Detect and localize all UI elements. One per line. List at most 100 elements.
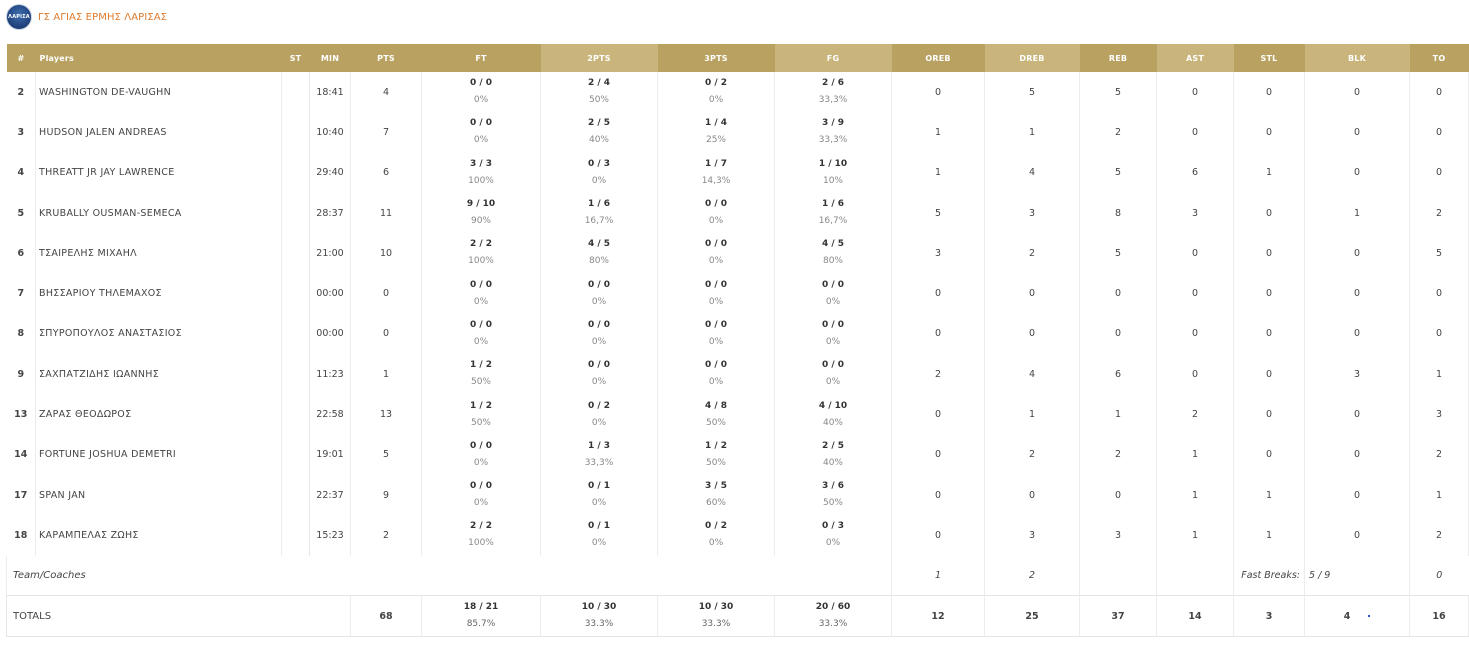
player-fg: 0 / 3 0%	[774, 515, 892, 556]
player-dreb: 0	[984, 313, 1080, 355]
player-2pts-pct: 0%	[591, 175, 607, 186]
player-2pts: 1 / 3 33,3%	[540, 434, 658, 475]
player-fg-pct: 40%	[822, 417, 843, 428]
player-fg-made: 1 / 10	[818, 158, 848, 169]
table-row: 7 ΒΗΣΣΑΡΙΟΥ ΤΗΛΕΜΑΧΟΣ 00:00 0 0 / 0 0% 0 / 0 0%…	[7, 273, 1469, 314]
player-ft-made: 9 / 10	[466, 199, 496, 210]
totals-3pts: 10 / 30 33.3%	[657, 595, 775, 637]
player-ast: 0	[1156, 273, 1234, 314]
totals-fg: 20 / 60 33.3%	[774, 595, 892, 637]
player-number: 13	[14, 409, 28, 421]
fast-breaks-label: Fast Breaks:	[1233, 555, 1305, 597]
player-starter	[281, 112, 310, 153]
player-3pts: 1 / 4 25%	[657, 112, 775, 153]
player-number: 14	[14, 449, 28, 461]
player-2pts-made: 0 / 1	[587, 521, 611, 532]
player-dreb: 5	[984, 72, 1080, 113]
player-points: 6	[350, 152, 422, 193]
player-2pts: 0 / 0 0%	[540, 273, 658, 314]
player-oreb: 0	[891, 72, 985, 113]
player-name[interactable]: ΖΑΡΑΣ ΘΕΟΔΩΡΟΣ	[35, 394, 282, 435]
player-points: 1	[350, 354, 422, 395]
player-fg-made: 0 / 0	[821, 319, 845, 330]
player-2pts-made: 0 / 0	[587, 360, 611, 371]
player-ft: 0 / 0 0%	[421, 112, 541, 153]
team-name[interactable]: ΓΣ ΑΓΙΑΣ ΕΡΜΗΣ ΛΑΡΙΣΑΣ	[38, 11, 168, 23]
player-fg-pct: 40%	[822, 457, 843, 468]
player-minutes: 22:37	[309, 474, 351, 516]
player-name[interactable]: ΒΗΣΣΑΡΙΟΥ ΤΗΛΕΜΑΧΟΣ	[35, 273, 282, 314]
player-name[interactable]: SPAN JAN	[35, 474, 282, 516]
player-points: 9	[350, 474, 422, 516]
player-ft-pct: 0%	[473, 95, 489, 106]
player-blk: 0	[1304, 152, 1410, 193]
player-to: 2	[1409, 192, 1469, 234]
team-reb	[1079, 555, 1157, 597]
player-fg-pct: 0%	[825, 296, 841, 307]
player-ft-pct: 0%	[473, 457, 489, 468]
player-name[interactable]: FORTUNE JOSHUA DEMETRI	[35, 434, 282, 475]
player-reb: 5	[1079, 152, 1157, 193]
player-3pts: 0 / 0 0%	[657, 313, 775, 355]
player-ft-made: 0 / 0	[469, 279, 493, 290]
player-fg: 0 / 0 0%	[774, 273, 892, 314]
player-ft: 9 / 10 90%	[421, 192, 541, 234]
player-name[interactable]: KRUBALLY OUSMAN-SEMECA	[35, 192, 282, 234]
totals-pts: 68	[350, 595, 422, 637]
player-reb: 0	[1079, 273, 1157, 314]
player-fg-made: 0 / 3	[821, 521, 845, 532]
player-minutes: 11:23	[309, 354, 351, 395]
player-stl: 0	[1233, 394, 1305, 435]
player-oreb: 0	[891, 273, 985, 314]
player-dreb: 3	[984, 515, 1080, 556]
player-points: 5	[350, 434, 422, 475]
player-name[interactable]: ΚΑΡΑΜΠΕΛΑΣ ΖΩΗΣ	[35, 515, 282, 556]
player-number: 7	[17, 288, 25, 300]
player-points: 2	[350, 515, 422, 556]
totals-2pts: 10 / 30 33.3%	[540, 595, 658, 637]
player-reb: 3	[1079, 515, 1157, 556]
player-reb: 5	[1079, 233, 1157, 274]
player-fg: 0 / 0 0%	[774, 354, 892, 395]
fast-breaks-value: 5 / 9	[1304, 555, 1410, 597]
player-to: 1	[1409, 354, 1469, 395]
player-ft-made: 0 / 0	[469, 319, 493, 330]
player-3pts: 0 / 2 0%	[657, 72, 775, 113]
player-name[interactable]: HUDSON JALEN ANDREAS	[35, 112, 282, 153]
totals-row: TOTALS 68 18 / 21 85.7% 10 / 30 33.3% 10 /…	[6, 595, 1469, 637]
player-starter	[281, 394, 310, 435]
player-oreb: 2	[891, 354, 985, 395]
player-stl: 0	[1233, 233, 1305, 274]
player-2pts-pct: 0%	[591, 296, 607, 307]
player-2pts-made: 2 / 4	[587, 78, 611, 89]
player-name[interactable]: ΣΑΧΠΑΤΖΙΔΗΣ ΙΩΑΝΝΗΣ	[35, 354, 282, 395]
player-name[interactable]: THREATT JR JAY LAWRENCE	[35, 152, 282, 193]
player-oreb: 0	[891, 313, 985, 355]
player-minutes: 10:40	[309, 112, 351, 153]
player-2pts-made: 2 / 5	[587, 118, 611, 129]
col-header-no: #	[6, 44, 36, 72]
player-3pts: 3 / 5 60%	[657, 474, 775, 516]
player-ft-pct: 100%	[468, 538, 494, 549]
player-3pts: 0 / 0 0%	[657, 233, 775, 274]
player-to: 0	[1409, 112, 1469, 153]
player-minutes: 00:00	[309, 313, 351, 355]
player-stl: 1	[1233, 515, 1305, 556]
player-name[interactable]: ΤΣΑΙΡΕΛΗΣ ΜΙΧΑΗΛ	[35, 233, 282, 274]
table-row: 17 SPAN JAN 22:37 9 0 / 0 0% 0 / 1 0% 3 / 5 60% 3 …	[7, 474, 1469, 516]
col-header-players: Players	[35, 44, 282, 72]
player-name[interactable]: ΣΠΥΡΟΠΟΥΛΟΣ ΑΝΑΣΤΑΣΙΟΣ	[35, 313, 282, 355]
totals-oreb: 12	[891, 595, 985, 637]
player-to: 0	[1409, 273, 1469, 314]
player-ft: 3 / 3 100%	[421, 152, 541, 193]
team-coaches-row: Team/Coaches 1 2 Fast Breaks: 5 / 9 0	[6, 555, 1469, 597]
player-ft-made: 1 / 2	[469, 360, 493, 371]
player-fg-made: 4 / 10	[818, 400, 848, 411]
player-3pts-made: 0 / 2	[704, 521, 728, 532]
player-fg-pct: 0%	[825, 377, 841, 388]
col-header-to: TO	[1409, 44, 1469, 72]
col-header-blk: BLK	[1304, 44, 1410, 72]
player-name[interactable]: WASHINGTON DE-VAUGHN	[35, 72, 282, 113]
player-oreb: 0	[891, 474, 985, 516]
col-header-oreb: OREB	[891, 44, 985, 72]
